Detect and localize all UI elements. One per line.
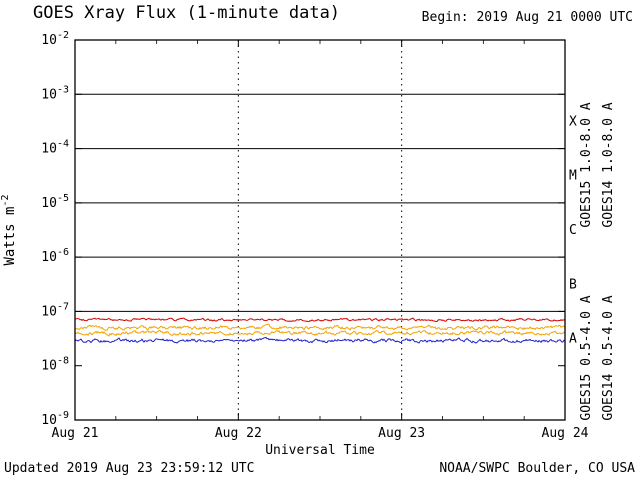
x-tick-label: Aug 21 — [52, 426, 99, 441]
y-tick-label: 10-6 — [41, 247, 69, 265]
flare-class-letter: B — [569, 277, 577, 292]
y-tick-label: 10-4 — [41, 139, 69, 157]
series-line — [74, 317, 566, 323]
flare-class-letter: A — [569, 332, 577, 347]
series-label: GOES15 0.5-4.0 A — [579, 295, 594, 420]
series-line — [74, 336, 566, 344]
x-axis-title: Universal Time — [265, 443, 375, 458]
gridlines — [75, 40, 565, 420]
y-tick-label: 10-7 — [41, 301, 69, 319]
series-label: GOES14 1.0-8.0 A — [601, 102, 616, 227]
x-axis-ticks: Aug 21 Aug 22 Aug 23 Aug 24 — [52, 40, 589, 441]
y-tick-label: 10-5 — [41, 193, 69, 211]
x-tick-label: Aug 24 — [542, 426, 589, 441]
plot-frame — [74, 39, 566, 421]
flare-class-labels: X M C B A — [569, 114, 577, 346]
series-labels: GOES15 1.0-8.0 A GOES14 1.0-8.0 A GOES15 0… — [579, 102, 616, 420]
y-tick-label: 10-9 — [41, 410, 69, 428]
agency-credit: NOAA/SWPC Boulder, CO USA — [439, 461, 635, 476]
begin-timestamp-label: Begin: 2019 Aug 21 0000 UTC — [421, 10, 633, 25]
x-tick-label: Aug 23 — [378, 426, 425, 441]
flare-class-letter: C — [569, 223, 577, 238]
series-line — [74, 329, 566, 337]
y-axis-ticks: 10-2 10-3 10-4 10-5 10-6 10-7 10-8 10-9 — [41, 30, 565, 428]
y-tick-label: 10-8 — [41, 356, 69, 374]
series-label: GOES14 0.5-4.0 A — [601, 295, 616, 420]
y-tick-label: 10-3 — [41, 84, 69, 102]
flux-series-lines — [74, 317, 566, 344]
x-tick-label: Aug 22 — [215, 426, 262, 441]
updated-timestamp: Updated 2019 Aug 23 23:59:12 UTC — [4, 461, 255, 476]
series-line — [74, 323, 566, 331]
flare-class-letter: X — [569, 114, 577, 129]
y-tick-label: 10-2 — [41, 30, 69, 48]
chart-title: GOES Xray Flux (1-minute data) — [33, 3, 341, 23]
flare-class-letter: M — [569, 169, 577, 184]
series-label: GOES15 1.0-8.0 A — [579, 102, 594, 227]
y-axis-title: Watts m-2 — [0, 194, 18, 265]
